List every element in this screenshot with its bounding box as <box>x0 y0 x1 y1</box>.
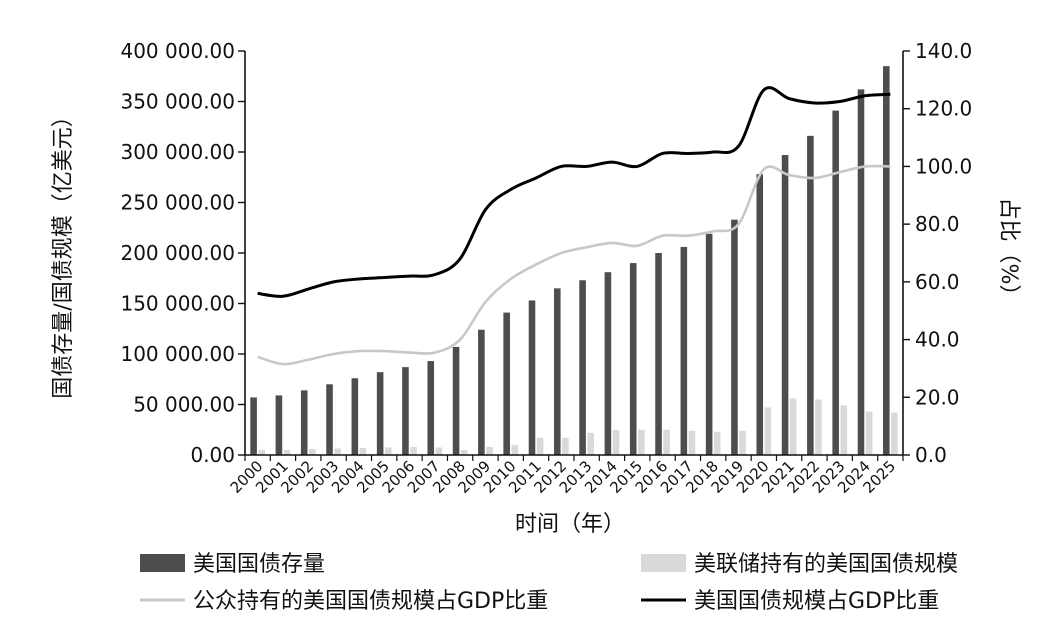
y-left-tick-label: 250 000.00 <box>120 191 235 215</box>
y-right-tick-label: 60.0 <box>915 270 960 294</box>
y-left-tick-label: 150 000.00 <box>120 292 235 316</box>
legend-item-debt-stock[interactable]: 美国国债存量 <box>140 552 325 577</box>
bar-fed-holdings <box>359 447 367 455</box>
legend-label-public-debt-gdp: 公众持有的美国国债规模占GDP比重 <box>193 589 548 614</box>
bar-fed-holdings <box>283 449 291 455</box>
legend-item-total-debt-gdp[interactable]: 美国国债规模占GDP比重 <box>641 589 939 614</box>
bar-debt-stock <box>351 378 359 455</box>
bar-debt-stock <box>629 263 637 455</box>
bar-debt-stock <box>579 280 586 455</box>
legend-label-total-debt-gdp: 美国国债规模占GDP比重 <box>694 589 939 614</box>
y-left-tick-label: 300 000.00 <box>120 140 235 164</box>
bar-debt-stock <box>705 233 713 455</box>
bar-debt-stock <box>275 395 283 455</box>
bar-fed-holdings <box>486 446 493 455</box>
bar-debt-stock <box>376 372 384 455</box>
y-axis-right-title-text: 占比（%） <box>996 198 1021 307</box>
legend-item-public-debt-gdp[interactable]: 公众持有的美国国债规模占GDP比重 <box>140 589 548 614</box>
bar-debt-stock <box>680 246 688 455</box>
bar-debt-stock <box>250 397 257 455</box>
bar-fed-holdings <box>663 429 670 455</box>
y-right-tick-label: 20.0 <box>915 385 960 409</box>
bar-fed-holdings <box>891 412 898 455</box>
bar-fed-holdings <box>840 405 848 455</box>
y-right-tick-label: 140.0 <box>915 39 972 63</box>
y-left-tick-label: 50 000.00 <box>133 393 235 417</box>
bar-fed-holdings <box>460 449 468 455</box>
bar-debt-stock <box>832 110 839 455</box>
bar-fed-holdings <box>384 447 392 455</box>
legend-label-fed-holdings: 美联储持有的美国国债规模 <box>694 552 958 577</box>
bar-debt-stock <box>300 390 308 455</box>
bar-fed-holdings <box>739 430 746 455</box>
y-right-tick-label: 120.0 <box>915 97 972 121</box>
bar-debt-stock <box>427 361 435 455</box>
legend-swatch-fed-holdings <box>641 554 686 572</box>
bar-debt-stock <box>756 174 764 455</box>
plot-area: 0.00 50 000.00 100 000.00 150 000.00 200 000… <box>120 39 972 497</box>
bar-fed-holdings <box>587 432 594 455</box>
bar-fed-holdings <box>334 448 341 455</box>
y-left-tick-label: 400 000.00 <box>120 39 235 63</box>
bar-debt-stock <box>883 66 890 456</box>
legend-label-debt-stock: 美国国债存量 <box>193 552 325 577</box>
y-right-tick-label: 100.0 <box>915 154 972 178</box>
y-right-tick-label: 40.0 <box>915 328 960 352</box>
legend: 美国国债存量 美联储持有的美国国债规模 公众持有的美国国债规模占GDP比重 美国… <box>140 552 958 614</box>
bar-debt-stock <box>326 384 333 455</box>
line-total-debt-gdp <box>257 86 891 298</box>
bar-fed-holdings <box>562 437 569 455</box>
x-axis-title: 时间（年） <box>515 512 625 537</box>
bar-debt-stock <box>604 272 612 455</box>
bar-fed-holdings <box>309 448 316 455</box>
bar-fed-holdings <box>713 431 721 455</box>
bar-debt-stock <box>528 300 536 455</box>
y-right-tick-label: 0.0 <box>915 443 947 467</box>
bar-debt-stock <box>807 135 814 455</box>
bar-fed-holdings <box>815 399 822 455</box>
bar-debt-stock <box>731 219 738 455</box>
bar-fed-holdings <box>435 447 443 455</box>
y-right-tick-label: 80.0 <box>915 212 960 236</box>
y-axis-right-title: 占比（%） <box>996 198 1021 307</box>
bar-fed-holdings <box>612 429 620 455</box>
bar-debt-stock <box>452 346 460 455</box>
bar-fed-holdings <box>536 437 544 455</box>
y-left-tick-label: 100 000.00 <box>120 342 235 366</box>
bar-debt-stock <box>554 288 561 455</box>
bar-fed-holdings <box>764 407 772 455</box>
bar-fed-holdings <box>865 411 873 455</box>
bar-debt-stock <box>781 155 789 455</box>
y-left-tick-label: 0.00 <box>190 443 235 467</box>
y-axis-left-title: 国债存量/国债规模（亿美元） <box>51 105 76 398</box>
bar-debt-stock <box>655 253 662 455</box>
bar-fed-holdings <box>688 430 696 455</box>
legend-swatch-debt-stock <box>140 554 185 572</box>
bar-debt-stock <box>857 89 865 455</box>
bar-fed-holdings <box>258 449 265 455</box>
bar-fed-holdings <box>410 446 417 455</box>
y-left-tick-label: 350 000.00 <box>120 90 235 114</box>
bar-debt-stock <box>402 367 409 455</box>
bar-fed-holdings <box>638 429 645 455</box>
y-left-tick-label: 200 000.00 <box>120 241 235 265</box>
legend-item-fed-holdings[interactable]: 美联储持有的美国国债规模 <box>641 552 958 577</box>
y-axis-left-title-text: 国债存量/国债规模（亿美元） <box>51 105 76 398</box>
line-public-debt-gdp <box>257 164 891 366</box>
bar-fed-holdings <box>511 444 519 455</box>
bar-debt-stock <box>503 312 510 455</box>
bar-debt-stock <box>478 329 485 455</box>
bar-fed-holdings <box>789 398 797 455</box>
